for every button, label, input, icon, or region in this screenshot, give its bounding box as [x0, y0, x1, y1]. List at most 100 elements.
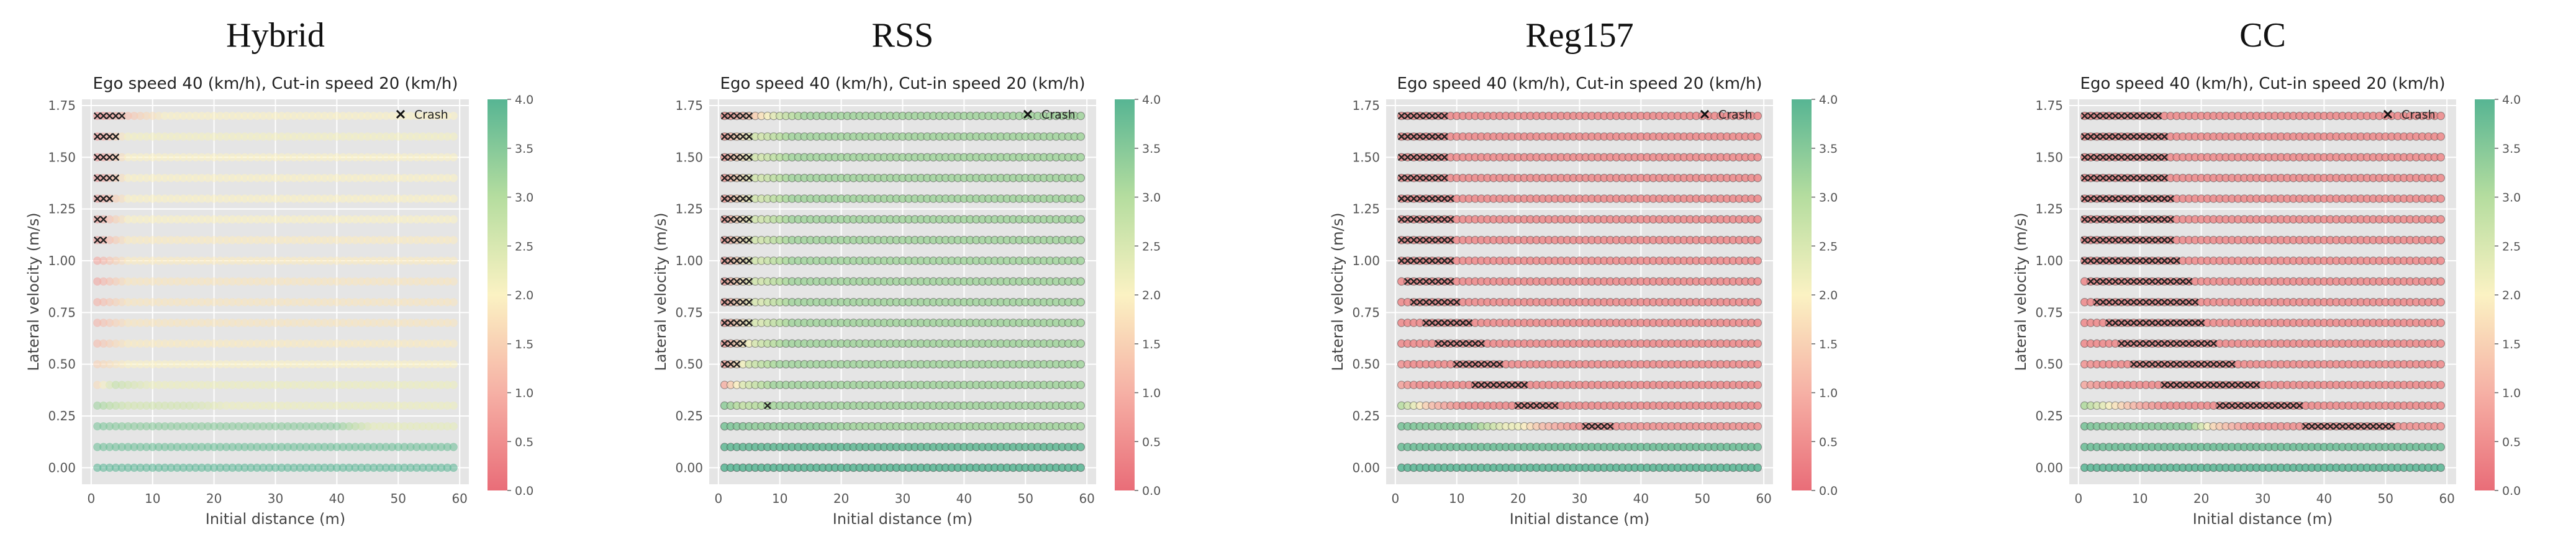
- data-point: [1076, 256, 1086, 265]
- data-point: [1753, 443, 1762, 451]
- scatter-points: [93, 111, 458, 472]
- data-point: [1076, 235, 1086, 245]
- x-tick-label: 10: [145, 491, 160, 506]
- plot-title: Ego speed 40 (km/h), Cut-in speed 20 (km…: [2080, 75, 2446, 93]
- colorbar-tick-label: 4.0: [1819, 93, 1838, 107]
- data-point: [2436, 215, 2446, 224]
- data-point: [2436, 173, 2446, 183]
- y-tick-label: 1.25: [2035, 202, 2063, 217]
- colorbar-tick-label: 1.5: [515, 338, 533, 351]
- x-tick-label: 20: [1510, 491, 1526, 506]
- data-point: [1076, 339, 1086, 348]
- data-point: [449, 381, 458, 389]
- data-point: [2436, 422, 2446, 431]
- y-tick-label: 0.50: [1352, 357, 1380, 372]
- data-point: [2436, 235, 2446, 245]
- colorbar-tick-label: 3.5: [515, 142, 533, 156]
- x-tick-label: 50: [2378, 491, 2393, 506]
- y-tick-label: 1.50: [1352, 150, 1380, 165]
- x-tick-label: 40: [329, 491, 345, 506]
- data-point: [1753, 401, 1762, 410]
- y-tick-label: 0.25: [675, 409, 703, 423]
- colorbar-tick-label: 2.0: [1819, 289, 1838, 302]
- data-point: [2436, 318, 2446, 327]
- data-point: [449, 422, 458, 431]
- x-tick-label: 50: [1018, 491, 1033, 506]
- colorbar-fill: [488, 99, 507, 490]
- x-axis-label: Initial distance (m): [2193, 510, 2333, 528]
- x-tick-label: 10: [1449, 491, 1464, 506]
- x-tick-label: 0: [87, 491, 95, 506]
- x-ticks: 0 10 20 30 40 50 60: [714, 491, 1094, 506]
- legend-label: Crash: [414, 108, 448, 122]
- data-point: [1076, 111, 1086, 120]
- y-tick-label: 1.50: [675, 150, 703, 165]
- data-point: [2436, 401, 2446, 410]
- colorbar: 0.00.51.01.52.02.53.03.54.0: [1115, 93, 1161, 498]
- data-point: [1076, 153, 1086, 162]
- y-ticks: 0.000.250.500.751.001.251.501.75: [48, 98, 76, 475]
- data-point: [1753, 318, 1762, 327]
- panel-heading: RSS: [872, 16, 934, 55]
- data-point: [1753, 194, 1762, 203]
- data-point: [1076, 381, 1086, 389]
- plot-title: Ego speed 40 (km/h), Cut-in speed 20 (km…: [93, 75, 458, 93]
- x-tick-label: 50: [391, 491, 406, 506]
- data-point: [2436, 359, 2446, 369]
- y-tick-label: 1.75: [48, 98, 76, 113]
- x-axis-label: Initial distance (m): [833, 510, 973, 528]
- y-tick-label: 1.25: [48, 202, 76, 217]
- data-point: [2436, 339, 2446, 348]
- y-tick-label: 0.00: [675, 460, 703, 475]
- colorbar-tick-label: 3.0: [1819, 191, 1838, 205]
- data-point: [1753, 153, 1762, 162]
- data-point: [1076, 422, 1086, 431]
- y-tick-label: 0.50: [2035, 357, 2063, 372]
- data-point: [449, 339, 458, 348]
- x-axis-label: Initial distance (m): [206, 510, 345, 528]
- x-tick-label: 30: [268, 491, 283, 506]
- colorbar-tick-label: 1.5: [1142, 338, 1161, 351]
- data-point: [2436, 194, 2446, 203]
- x-ticks: 0 10 20 30 40 50 60: [2074, 491, 2454, 506]
- colorbar-tick-label: 3.0: [515, 191, 533, 205]
- data-point: [449, 256, 458, 265]
- y-tick-label: 0.00: [2035, 460, 2063, 475]
- x-axis-label: Initial distance (m): [1510, 510, 1649, 528]
- colorbar-tick-label: 2.0: [1142, 289, 1161, 302]
- x-tick-label: 50: [1695, 491, 1710, 506]
- legend-label: Crash: [1718, 108, 1753, 122]
- data-point: [1753, 256, 1762, 265]
- y-tick-label: 1.75: [675, 98, 703, 113]
- colorbar-tick-label: 0.0: [515, 484, 533, 498]
- colorbar-tick-label: 0.5: [1819, 435, 1838, 449]
- y-tick-label: 1.50: [2035, 150, 2063, 165]
- colorbar-tick-label: 0.5: [515, 435, 533, 449]
- data-point: [449, 153, 458, 162]
- plot-title: Ego speed 40 (km/h), Cut-in speed 20 (km…: [720, 75, 1086, 93]
- y-tick-label: 1.50: [48, 150, 76, 165]
- y-tick-label: 1.25: [1352, 202, 1380, 217]
- x-tick-label: 30: [895, 491, 910, 506]
- x-tick-label: 20: [206, 491, 222, 506]
- data-point: [1076, 401, 1086, 410]
- panel-heading: Reg157: [1525, 16, 1633, 55]
- colorbar-tick-label: 1.0: [1142, 387, 1161, 400]
- colorbar-tick-label: 2.5: [1142, 240, 1161, 253]
- x-tick-label: 40: [956, 491, 972, 506]
- x-ticks: 0 10 20 30 40 50 60: [1391, 491, 1771, 506]
- y-ticks: 0.000.250.500.751.001.251.501.75: [1352, 98, 1380, 475]
- data-point: [1753, 132, 1762, 141]
- x-tick-label: 0: [2074, 491, 2082, 506]
- colorbar: 0.00.51.01.52.02.53.03.54.0: [488, 93, 533, 498]
- colorbar: 0.00.51.01.52.02.53.03.54.0: [1792, 93, 1838, 498]
- data-point: [449, 111, 458, 120]
- data-point: [449, 318, 458, 327]
- data-point: [449, 215, 458, 224]
- colorbar-tick-label: 4.0: [1142, 93, 1161, 107]
- colorbar-fill: [1792, 99, 1812, 490]
- y-tick-label: 0.25: [1352, 409, 1380, 423]
- data-point: [449, 463, 458, 472]
